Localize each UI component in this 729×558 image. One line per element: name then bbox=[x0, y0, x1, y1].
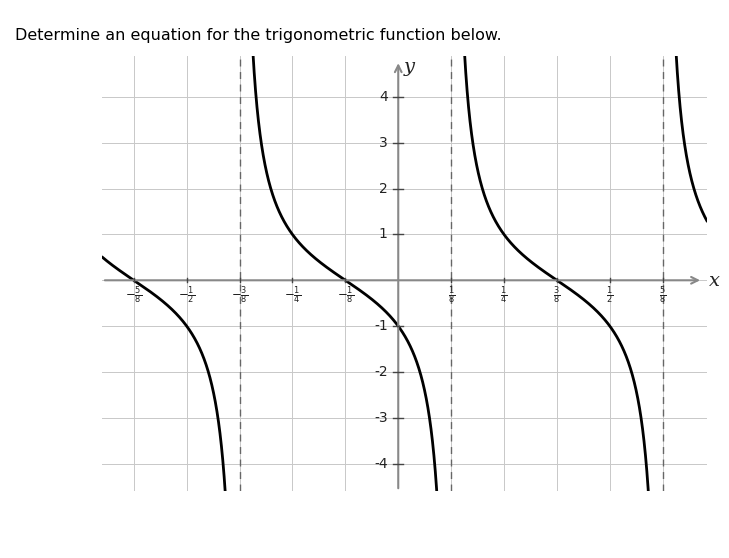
Text: $-\frac{1}{8}$: $-\frac{1}{8}$ bbox=[337, 284, 354, 306]
Text: -1: -1 bbox=[374, 319, 388, 333]
Text: x: x bbox=[709, 272, 720, 290]
Text: -3: -3 bbox=[374, 411, 388, 425]
Text: $-\frac{3}{8}$: $-\frac{3}{8}$ bbox=[231, 284, 248, 306]
Text: $\frac{1}{2}$: $\frac{1}{2}$ bbox=[607, 284, 613, 306]
Text: 3: 3 bbox=[379, 136, 388, 150]
Text: $-\frac{5}{8}$: $-\frac{5}{8}$ bbox=[125, 284, 142, 306]
Text: $\frac{1}{4}$: $\frac{1}{4}$ bbox=[500, 284, 507, 306]
Text: -4: -4 bbox=[374, 456, 388, 470]
Text: Determine an equation for the trigonometric function below.: Determine an equation for the trigonomet… bbox=[15, 28, 502, 43]
Text: $\frac{1}{8}$: $\frac{1}{8}$ bbox=[448, 284, 455, 306]
Text: 1: 1 bbox=[379, 228, 388, 242]
Text: y: y bbox=[403, 58, 414, 76]
Text: $-\frac{1}{4}$: $-\frac{1}{4}$ bbox=[284, 284, 301, 306]
Text: $\frac{5}{8}$: $\frac{5}{8}$ bbox=[659, 284, 666, 306]
Text: 4: 4 bbox=[379, 90, 388, 104]
Text: $-\frac{1}{2}$: $-\frac{1}{2}$ bbox=[178, 284, 195, 306]
Text: $\frac{3}{8}$: $\frac{3}{8}$ bbox=[553, 284, 561, 306]
Text: 2: 2 bbox=[379, 182, 388, 196]
Text: -2: -2 bbox=[374, 365, 388, 379]
